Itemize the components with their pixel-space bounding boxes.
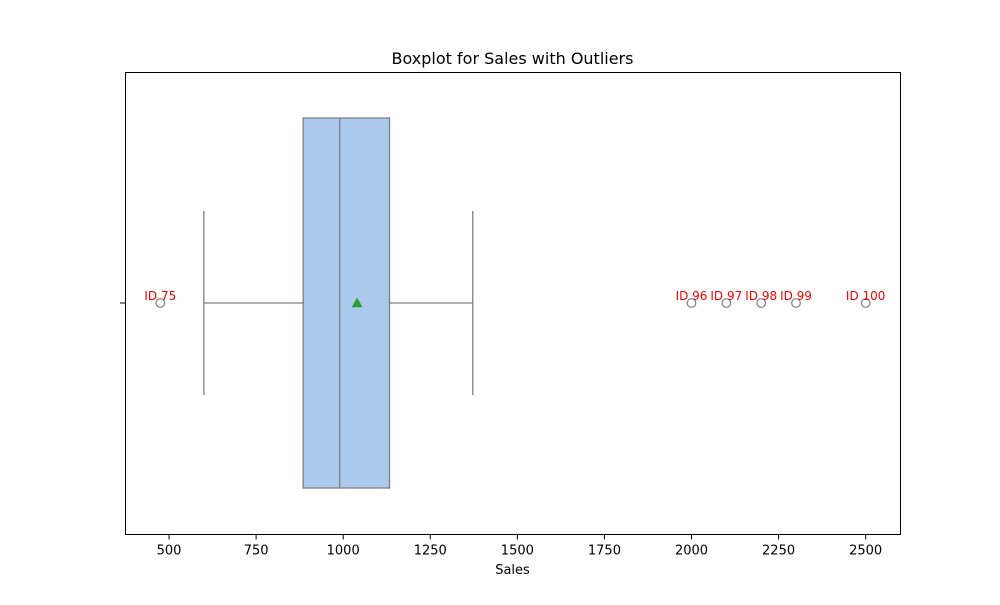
outlier-point [756, 298, 767, 308]
outlier-point [155, 298, 166, 308]
chart-title: Boxplot for Sales with Outliers [392, 49, 634, 68]
mean-marker [351, 297, 363, 308]
outlier-label: ID 97 [710, 289, 742, 303]
outlier-label: ID 75 [144, 289, 176, 303]
x-axis-ticks: 500 750 1000 1250 1500 1750 2000 2250 2500 [157, 534, 882, 559]
x-tick-label: 1500 [501, 544, 534, 559]
outlier-label: ID 99 [780, 289, 812, 303]
x-tick-label: 2250 [762, 544, 795, 559]
outlier-label: ID 100 [846, 289, 886, 303]
outlier-label: ID 98 [745, 289, 777, 303]
interquartile-box [302, 117, 391, 489]
x-tick-label: 2500 [849, 544, 882, 559]
x-tick-label: 2000 [675, 544, 708, 559]
outlier-label: ID 96 [676, 289, 708, 303]
outlier-point [686, 298, 697, 308]
x-tick-label: 1000 [327, 544, 360, 559]
x-tick-label: 750 [244, 544, 269, 559]
x-tick-label: 1750 [588, 544, 621, 559]
x-tick-label: 500 [157, 544, 182, 559]
chart-marks: ID 75 ID 96 ID 97 ID 98 ID 99 ID 100 [144, 117, 886, 489]
outlier-point [721, 298, 732, 308]
x-tick-label: 1250 [414, 544, 447, 559]
outlier-point [791, 298, 801, 308]
outlier-point [860, 298, 871, 308]
x-axis-label: Sales [495, 563, 530, 578]
